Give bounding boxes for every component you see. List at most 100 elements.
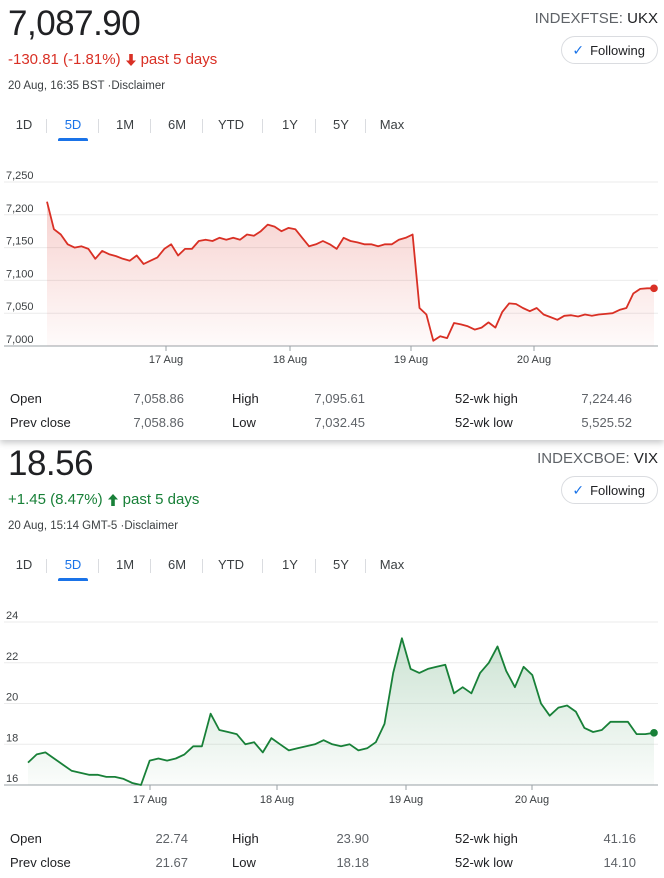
open-label: Open (10, 391, 42, 406)
tab-divider (46, 559, 47, 573)
stats-row-1: Open 22.74 High 23.90 52-wk high 41.16 (0, 831, 664, 849)
high-value: 7,095.61 (314, 391, 365, 406)
exchange-label: INDEXCBOE: (537, 450, 630, 467)
tab-divider (202, 119, 203, 133)
check-icon: ✓ (572, 41, 585, 58)
prev-close-value: 21.67 (155, 855, 188, 870)
y-tick-label: 16 (6, 773, 18, 785)
tab-1y[interactable]: 1Y (282, 117, 298, 132)
x-tick-label: 19 Aug (389, 794, 423, 806)
series-line (46, 201, 654, 342)
following-button[interactable]: ✓ Following (561, 476, 658, 504)
y-tick-label: 22 (6, 651, 18, 663)
tab-5y[interactable]: 5Y (333, 117, 349, 132)
tab-max[interactable]: Max (379, 117, 405, 132)
series-area (47, 201, 654, 346)
y-tick-label: 20 (6, 692, 18, 704)
x-tick-label: 17 Aug (149, 354, 183, 366)
ukx-quote-card: 7,087.90 INDEXFTSE: UKX ✓ Following -130… (0, 4, 664, 430)
exchange-label: INDEXFTSE: (534, 10, 623, 27)
wk52-high-label: 52-wk high (455, 831, 518, 846)
tab-divider (150, 559, 151, 573)
ticker-label[interactable]: INDEXCBOE: VIX (537, 450, 658, 467)
following-label: Following (590, 482, 645, 498)
tab-6m[interactable]: 6M (167, 557, 187, 572)
price-change: -130.81 (-1.81%) past 5 days (8, 51, 217, 68)
prev-close-value: 7,058.86 (133, 415, 184, 430)
y-tick-label: 24 (6, 610, 18, 622)
wk52-low-value: 14.10 (603, 855, 636, 870)
last-point-marker (650, 284, 658, 293)
timestamp-text: 20 Aug, 15:14 GMT-5 (8, 520, 118, 532)
wk52-low-label: 52-wk low (455, 855, 513, 870)
tab-6m[interactable]: 6M (167, 117, 187, 132)
timestamp: 20 Aug, 15:14 GMT-5 ·Disclaimer (8, 520, 179, 532)
ticker-label[interactable]: INDEXFTSE: UKX (535, 10, 658, 27)
tab-divider (315, 119, 316, 133)
wk52-high-label: 52-wk high (455, 391, 518, 406)
tab-max[interactable]: Max (379, 557, 405, 572)
timestamp: 20 Aug, 16:35 BST ·Disclaimer (8, 80, 166, 92)
high-label: High (232, 391, 259, 406)
tab-divider (150, 119, 151, 133)
x-tick-label: 18 Aug (260, 794, 294, 806)
symbol-label: UKX (627, 10, 658, 27)
low-label: Low (232, 415, 256, 430)
change-value: +1.45 (8.47%) (8, 491, 103, 508)
symbol-label: VIX (633, 450, 658, 467)
tab-5y[interactable]: 5Y (333, 557, 349, 572)
high-label: High (232, 831, 259, 846)
tab-divider (98, 559, 99, 573)
timestamp-text: 20 Aug, 16:35 BST (8, 80, 105, 92)
tab-1d[interactable]: 1D (15, 117, 33, 132)
y-tick-label: 7,250 (6, 170, 34, 182)
wk52-low-label: 52-wk low (455, 415, 513, 430)
x-tick-label: 19 Aug (394, 354, 428, 366)
arrow-up-icon (107, 493, 118, 506)
wk52-high-value: 7,224.46 (581, 391, 632, 406)
open-value: 7,058.86 (133, 391, 184, 406)
tab-1m[interactable]: 1M (115, 117, 135, 132)
disclaimer-link[interactable]: Disclaimer (124, 520, 179, 532)
y-tick-label: 7,000 (6, 334, 34, 346)
tab-ytd[interactable]: YTD (218, 117, 244, 132)
prev-close-label: Prev close (10, 855, 71, 870)
tab-1m[interactable]: 1M (115, 557, 135, 572)
y-tick-label: 7,100 (6, 268, 34, 280)
open-value: 22.74 (155, 831, 188, 846)
range-tabs: 1D 5D 1M 6M YTD 1Y 5Y Max (0, 117, 664, 141)
tab-1y[interactable]: 1Y (282, 557, 298, 572)
y-tick-label: 7,050 (6, 301, 34, 313)
following-button[interactable]: ✓ Following (561, 36, 658, 64)
change-period: past 5 days (122, 491, 200, 508)
low-value: 7,032.45 (314, 415, 365, 430)
high-value: 23.90 (336, 831, 369, 846)
tab-5d[interactable]: 5D (58, 117, 88, 141)
tab-ytd[interactable]: YTD (218, 557, 244, 572)
tab-divider (46, 119, 47, 133)
wk52-high-value: 41.16 (603, 831, 636, 846)
tab-divider (262, 559, 263, 573)
disclaimer-link[interactable]: Disclaimer (111, 80, 166, 92)
x-tick-label: 17 Aug (133, 794, 167, 806)
stats-row-1: Open 7,058.86 High 7,095.61 52-wk high 7… (0, 391, 664, 409)
price-value: 18.56 (8, 444, 94, 483)
wk52-low-value: 5,525.52 (581, 415, 632, 430)
change-value: -130.81 (-1.81%) (8, 51, 121, 68)
tab-divider (315, 559, 316, 573)
tab-5d[interactable]: 5D (58, 557, 88, 581)
last-point-marker (650, 729, 658, 737)
price-value: 7,087.90 (8, 4, 141, 43)
y-tick-label: 7,150 (6, 236, 34, 248)
tab-1d[interactable]: 1D (15, 557, 33, 572)
tab-divider (98, 119, 99, 133)
open-label: Open (10, 831, 42, 846)
stats-row-2: Prev close 21.67 Low 18.18 52-wk low 14.… (0, 855, 664, 873)
check-icon: ✓ (572, 481, 585, 498)
following-label: Following (590, 42, 645, 58)
vix-quote-card: 18.56 INDEXCBOE: VIX ✓ Following +1.45 (… (0, 440, 664, 878)
price-chart[interactable]: 7,000 7,050 7,100 7,150 7,200 7,250 17 Aug 18 A… (0, 170, 664, 370)
price-chart[interactable]: 16 18 20 22 24 17 Aug 18 Aug 19 Aug 20 Aug (0, 610, 664, 810)
x-tick-label: 20 Aug (517, 354, 551, 366)
y-tick-label: 18 (6, 732, 18, 744)
